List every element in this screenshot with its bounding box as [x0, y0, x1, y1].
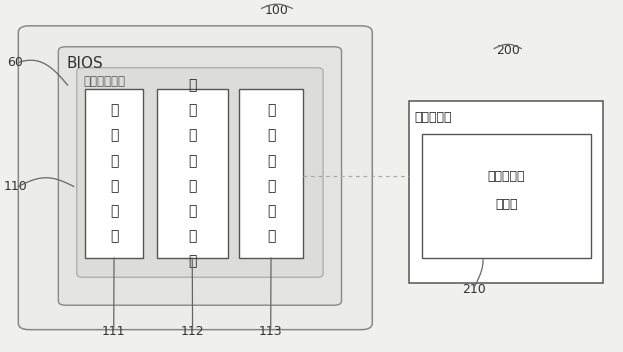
Text: 驱: 驱 [110, 154, 118, 168]
Text: 模: 模 [110, 204, 118, 218]
Text: 异: 异 [188, 78, 196, 92]
FancyBboxPatch shape [77, 68, 323, 277]
Text: 动: 动 [110, 179, 118, 193]
Bar [422, 134, 591, 258]
FancyBboxPatch shape [18, 26, 373, 330]
Text: 111: 111 [102, 325, 126, 338]
Text: 113: 113 [259, 325, 283, 338]
Text: 异常信息解: 异常信息解 [487, 170, 525, 183]
Text: 信: 信 [267, 103, 275, 118]
Text: 测: 测 [110, 129, 118, 143]
Text: 块: 块 [188, 254, 196, 268]
Text: BIOS: BIOS [66, 56, 103, 70]
Text: 集: 集 [188, 204, 196, 218]
Text: 100: 100 [265, 4, 289, 17]
FancyBboxPatch shape [59, 47, 341, 305]
Text: 块: 块 [110, 229, 118, 243]
Text: 模: 模 [267, 204, 275, 218]
Text: 上: 上 [267, 154, 275, 168]
Bar [239, 89, 303, 258]
Text: 常: 常 [188, 103, 196, 118]
Text: 块: 块 [267, 229, 275, 243]
Text: 信: 信 [188, 129, 196, 143]
Text: 析模块: 析模块 [495, 198, 518, 211]
Text: 息: 息 [267, 129, 275, 143]
Bar [85, 89, 143, 258]
Text: 故障定位装置: 故障定位装置 [83, 75, 125, 88]
Text: 监控服务器: 监控服务器 [414, 111, 452, 124]
Text: 60: 60 [7, 56, 23, 69]
Text: 报: 报 [267, 179, 275, 193]
Bar [157, 89, 227, 258]
Text: 模: 模 [188, 229, 196, 243]
Text: 200: 200 [496, 44, 520, 57]
Text: 112: 112 [181, 325, 204, 338]
Text: 采: 采 [188, 179, 196, 193]
Text: 监: 监 [110, 103, 118, 118]
Text: 息: 息 [188, 154, 196, 168]
Bar [409, 101, 603, 283]
Text: 110: 110 [3, 180, 27, 193]
Text: 210: 210 [462, 283, 486, 296]
